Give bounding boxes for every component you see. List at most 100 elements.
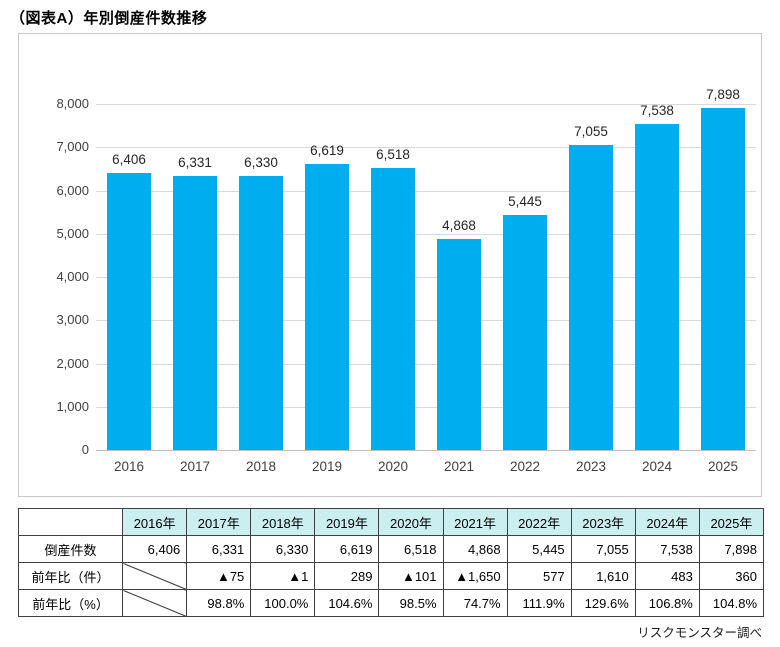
bar-value-label: 6,330 — [244, 155, 278, 171]
value-cell: 106.8% — [634, 589, 700, 617]
gridline — [96, 406, 756, 408]
y-tick-label: 6,000 — [56, 182, 89, 198]
year-header-cell: 2022年 — [506, 508, 572, 536]
x-axis-line — [96, 450, 756, 451]
value-cell: 111.9% — [506, 589, 572, 617]
value-cell: 4,868 — [442, 535, 508, 563]
value-cell: 6,518 — [378, 535, 444, 563]
bar-2018 — [239, 176, 283, 450]
year-header-cell: 2019年 — [314, 508, 380, 536]
value-cell: 483 — [634, 562, 700, 590]
chart-title: （図表A）年別倒産件数推移 — [10, 10, 208, 27]
x-tick-label: 2024 — [641, 459, 673, 474]
bar-value-label: 5,445 — [508, 193, 542, 209]
value-cell: 6,331 — [186, 535, 252, 563]
bar-2024 — [635, 123, 679, 450]
diagonal-cell — [122, 589, 188, 617]
bar-2025 — [701, 108, 745, 450]
value-cell: 7,898 — [698, 535, 765, 563]
x-tick-label: 2016 — [113, 459, 145, 474]
gridline — [96, 363, 756, 365]
bar-2023 — [569, 144, 613, 450]
y-tick-label: 0 — [81, 442, 89, 457]
value-cell: 98.8% — [186, 589, 252, 617]
x-tick-label: 2018 — [245, 459, 277, 474]
gridline — [96, 233, 756, 235]
value-cell: 1,610 — [570, 562, 636, 590]
bar-value-label: 4,868 — [442, 218, 476, 234]
year-header-cell: 2021年 — [442, 508, 508, 536]
y-tick-label: 4,000 — [56, 269, 89, 284]
gridline — [96, 190, 756, 192]
bar-value-label: 7,898 — [706, 87, 740, 103]
bar-value-label: 6,406 — [112, 151, 146, 167]
bar-value-label: 7,538 — [640, 102, 674, 118]
bar-2016 — [107, 172, 151, 450]
year-header-cell: 2024年 — [634, 508, 700, 536]
x-tick-label: 2022 — [509, 459, 541, 474]
value-cell: 104.6% — [314, 589, 380, 617]
value-cell: 577 — [506, 562, 572, 590]
bar-2020 — [371, 168, 415, 450]
bar-2017 — [173, 176, 217, 450]
value-cell: 104.8% — [698, 589, 765, 617]
value-cell: 7,538 — [634, 535, 700, 563]
table-header-row: 2016年 2017年 2018年 2019年 2020年 2021年 2022年 2023年… — [17, 508, 765, 536]
bar-2022 — [503, 214, 547, 450]
bar-value-label: 6,619 — [310, 142, 344, 158]
value-cell: 6,406 — [122, 535, 188, 563]
value-cell: 360 — [698, 562, 765, 590]
value-cell: 6,330 — [250, 535, 316, 563]
x-tick-label: 2021 — [443, 459, 475, 474]
y-tick-label: 3,000 — [56, 312, 89, 328]
year-header-cell: 2023年 — [570, 508, 636, 536]
diagonal-cell — [122, 562, 188, 590]
x-tick-label: 2023 — [575, 459, 607, 474]
row-label-cell: 倒産件数 — [17, 535, 124, 563]
value-cell: 129.6% — [570, 589, 636, 617]
x-tick-label: 2019 — [311, 459, 343, 474]
x-tick-label: 2025 — [707, 459, 739, 474]
row-label-cell: 前年比（%） — [17, 589, 124, 617]
value-cell: 100.0% — [250, 589, 316, 617]
table-corner-cell — [17, 508, 124, 536]
bar-chart: 0 1,000 2,000 3,000 4,000 5,000 6,000 7,000 8,00… — [18, 33, 762, 497]
bar-value-label: 7,055 — [574, 123, 608, 139]
value-cell: 7,055 — [570, 535, 636, 563]
y-tick-label: 8,000 — [56, 96, 89, 111]
table-row: 前年比（件） ▲75 ▲1 289 ▲101 ▲1,650 577 1,610 483 360 — [17, 562, 765, 590]
value-cell: 6,619 — [314, 535, 380, 563]
value-cell: ▲75 — [186, 562, 252, 590]
bar-value-label: 6,331 — [178, 155, 212, 171]
year-header-cell: 2025年 — [698, 508, 765, 536]
year-header-cell: 2016年 — [122, 508, 188, 536]
row-label-cell: 前年比（件） — [17, 562, 124, 590]
gridline — [96, 277, 756, 278]
bar-2021 — [437, 239, 481, 450]
bar-value-label: 6,518 — [376, 147, 410, 163]
table-row: 倒産件数 6,406 6,331 6,330 6,619 6,518 4,868 5,445 7… — [17, 535, 765, 563]
data-table: 2016年 2017年 2018年 2019年 2020年 2021年 2022年 2023年… — [17, 508, 765, 617]
year-header-cell: 2020年 — [378, 508, 444, 536]
value-cell: 289 — [314, 562, 380, 590]
value-cell: 98.5% — [378, 589, 444, 617]
gridline — [96, 147, 756, 149]
y-tick-label: 2,000 — [56, 355, 89, 371]
year-header-cell: 2017年 — [186, 508, 252, 536]
value-cell: ▲1 — [250, 562, 316, 590]
table-row: 前年比（%） 98.8% 100.0% 104.6% 98.5% 74.7% 111.9% 1… — [17, 589, 765, 617]
value-cell: 5,445 — [506, 535, 572, 563]
value-cell: ▲1,650 — [442, 562, 508, 590]
gridline — [96, 320, 756, 322]
bar-2019 — [305, 163, 349, 450]
value-cell: ▲101 — [378, 562, 444, 590]
y-tick-label: 7,000 — [56, 139, 89, 155]
x-tick-label: 2017 — [179, 459, 211, 474]
y-tick-label: 5,000 — [56, 225, 89, 241]
y-tick-label: 1,000 — [56, 398, 89, 414]
gridline — [96, 104, 756, 105]
x-tick-label: 2020 — [377, 459, 409, 474]
value-cell: 74.7% — [442, 589, 508, 617]
year-header-cell: 2018年 — [250, 508, 316, 536]
